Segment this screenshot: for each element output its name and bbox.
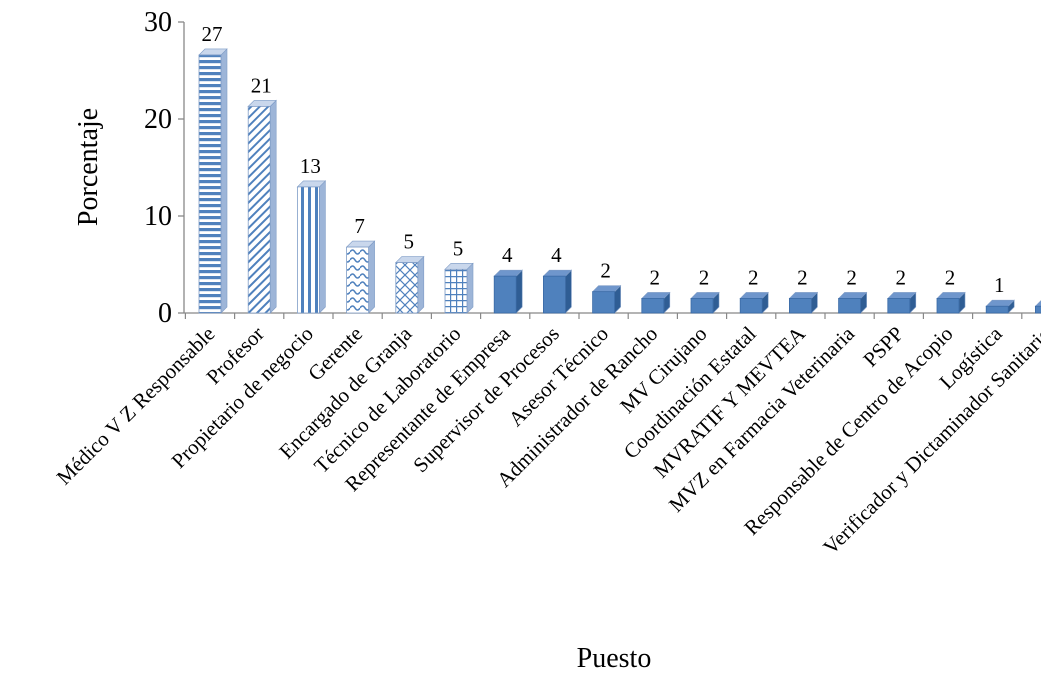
bar-front	[445, 269, 467, 313]
bar	[199, 49, 227, 313]
bar-front	[593, 292, 615, 313]
data-label: 1	[994, 273, 1005, 297]
data-label: 2	[896, 265, 907, 289]
bar-side	[418, 257, 424, 313]
data-label: 4	[502, 243, 513, 267]
data-label: 5	[404, 230, 415, 254]
bar	[986, 300, 1014, 313]
data-label: 21	[251, 73, 272, 97]
bar-front	[789, 298, 811, 313]
bar	[347, 241, 375, 313]
bar-front	[543, 276, 565, 313]
bar-side	[565, 270, 571, 313]
data-label: 5	[453, 236, 464, 260]
bar	[1035, 300, 1041, 313]
data-label: 27	[202, 22, 223, 46]
data-label: 2	[650, 265, 661, 289]
category-labels: Médico V Z ResponsableProfesorPropietari…	[52, 321, 1041, 559]
bar-side	[369, 241, 375, 313]
bar	[642, 292, 670, 313]
value-labels: 272113755442222222211	[202, 22, 1041, 297]
bar-front	[691, 298, 713, 313]
bar	[445, 263, 473, 313]
bar-side	[221, 49, 227, 313]
data-label: 2	[600, 259, 611, 283]
bar-front	[740, 298, 762, 313]
x-axis-title: Puesto	[577, 643, 652, 674]
bar-front	[494, 276, 516, 313]
bar	[937, 292, 965, 313]
category-label: Médico V Z Responsable	[52, 322, 220, 490]
bar	[839, 292, 867, 313]
bar-front	[199, 55, 221, 313]
bar-front	[396, 263, 418, 313]
y-ticks: 0 10 20 30	[144, 7, 1041, 329]
bar-front	[888, 298, 910, 313]
bar	[297, 181, 325, 313]
bar-front	[248, 106, 270, 313]
bar-side	[467, 263, 473, 313]
bar	[740, 292, 768, 313]
bar-top	[1035, 300, 1041, 306]
data-label: 2	[699, 265, 710, 289]
y-axis-title: Porcentaje	[73, 108, 104, 226]
bar	[543, 270, 571, 313]
bar-front	[642, 298, 664, 313]
bars	[199, 49, 1041, 313]
bar-front	[297, 187, 319, 313]
bar-side	[270, 100, 276, 313]
bar	[494, 270, 522, 313]
bar-front	[1035, 306, 1041, 313]
bar	[593, 286, 621, 313]
y-tick-label: 30	[144, 7, 172, 38]
bar	[888, 292, 916, 313]
data-label: 2	[797, 265, 808, 289]
bar-side	[319, 181, 325, 313]
bar	[396, 257, 424, 313]
y-tick-label: 20	[144, 104, 172, 135]
data-label: 2	[748, 265, 759, 289]
data-label: 7	[354, 214, 365, 238]
bar-front	[986, 306, 1008, 313]
bar-side	[516, 270, 522, 313]
data-label: 2	[945, 265, 956, 289]
bar	[691, 292, 719, 313]
bar-front	[937, 298, 959, 313]
bar-front	[839, 298, 861, 313]
y-tick-label: 10	[144, 201, 172, 232]
bar-front	[347, 247, 369, 313]
bar	[248, 100, 276, 313]
data-label: 4	[551, 243, 562, 267]
data-label: 13	[300, 154, 321, 178]
y-tick-label: 0	[158, 298, 172, 329]
bar	[789, 292, 817, 313]
data-label: 2	[846, 265, 857, 289]
